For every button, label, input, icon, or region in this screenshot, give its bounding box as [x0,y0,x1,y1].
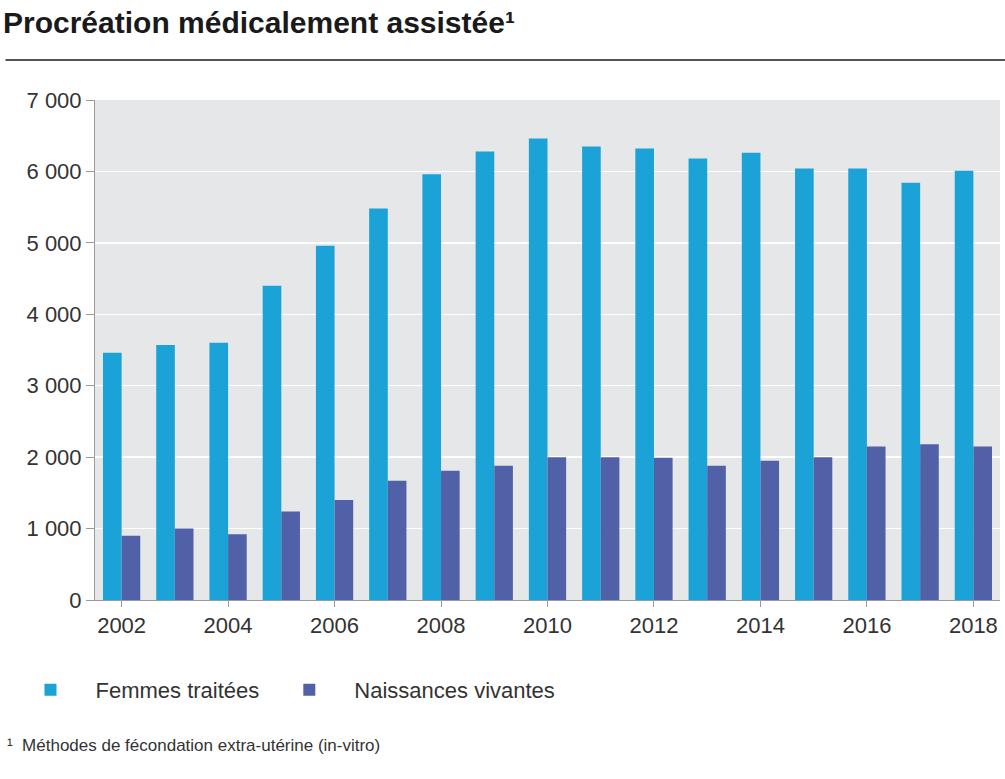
svg-text:6 000: 6 000 [27,159,82,184]
svg-text:2006: 2006 [310,613,359,638]
svg-text:5 000: 5 000 [27,231,82,256]
svg-text:7 000: 7 000 [27,88,82,113]
svg-text:2 000: 2 000 [27,445,82,470]
svg-text:2010: 2010 [523,613,572,638]
svg-text:2018: 2018 [949,613,998,638]
svg-text:4 000: 4 000 [27,302,82,327]
svg-text:2014: 2014 [736,613,785,638]
svg-text:Naissances vivantes: Naissances vivantes [354,678,555,703]
svg-text:Procréation médicalement assis: Procréation médicalement assistée¹ [3,6,515,39]
svg-text:2004: 2004 [204,613,253,638]
svg-text:0: 0 [69,588,81,613]
svg-text:Femmes traitées: Femmes traitées [95,678,259,703]
svg-text:3 000: 3 000 [27,373,82,398]
svg-text:2016: 2016 [842,613,891,638]
svg-text:¹ Méthodes de fécondation ext: ¹ Méthodes de fécondation extra-utérine … [7,736,380,755]
svg-text:1 000: 1 000 [27,516,82,541]
svg-text:2008: 2008 [417,613,466,638]
svg-text:2012: 2012 [629,613,678,638]
svg-text:2002: 2002 [97,613,146,638]
